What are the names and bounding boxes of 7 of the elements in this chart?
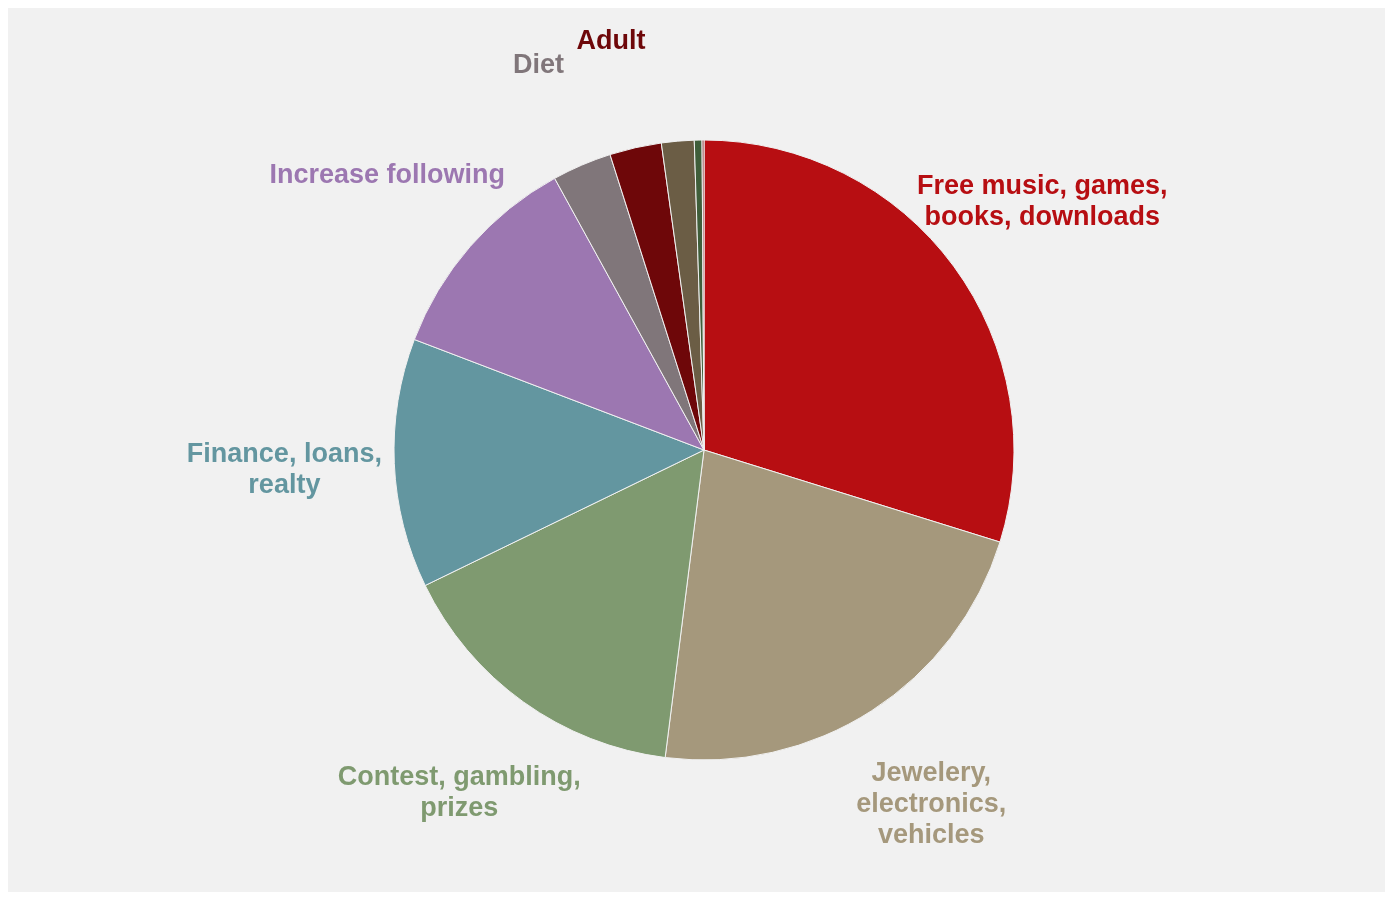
slice-label: Diet (512, 48, 564, 79)
slice-label: Free music, games, books, downloads (916, 170, 1168, 232)
slice-label: Contest, gambling, prizes (337, 760, 581, 822)
slice-label: Adult (576, 25, 646, 56)
slice-label: Finance, loans, realty (186, 437, 382, 499)
slice-label: Increase following (269, 158, 505, 189)
slice-label: Jewelery, electronics, vehicles (856, 756, 1007, 849)
